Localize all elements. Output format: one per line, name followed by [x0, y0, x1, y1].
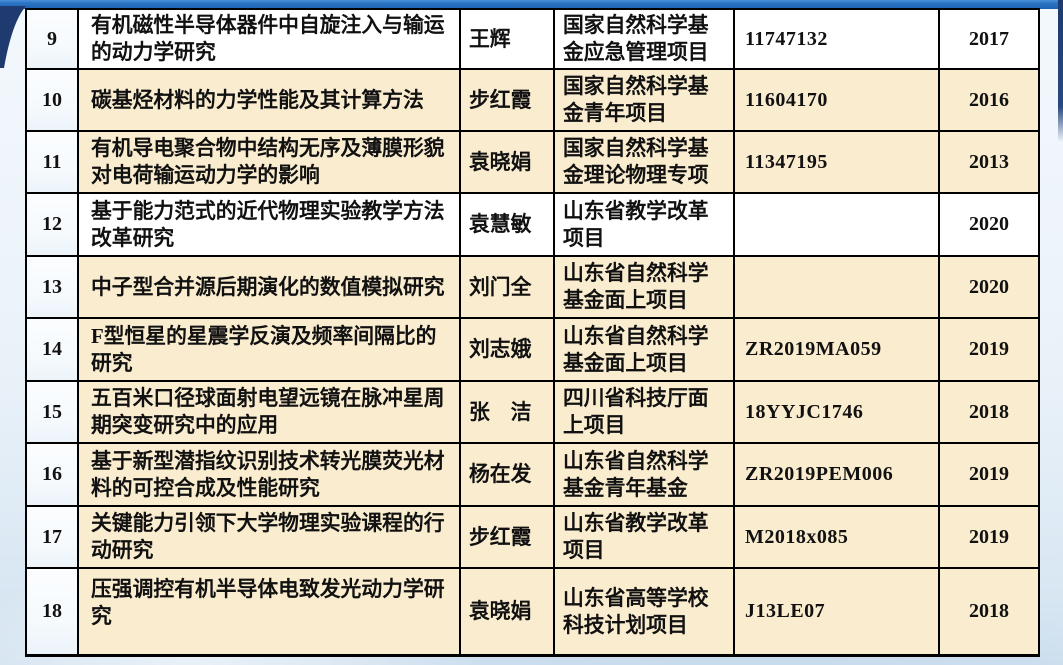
- grant-number-cell: 11604170: [735, 70, 938, 130]
- row-number-cell: 18: [27, 569, 77, 654]
- funding-source-cell: 山东省自然科学基金面上项目: [555, 257, 733, 317]
- row-number-cell: 16: [27, 444, 77, 505]
- project-title-cell: 有机磁性半导体器件中自旋注入与输运的动力学研究: [79, 10, 459, 68]
- project-title-cell: 五百米口径球面射电望远镜在脉冲星周期突变研究中的应用: [79, 382, 459, 442]
- funding-source-cell: 国家自然科学基金青年项目: [555, 70, 733, 130]
- right-accent-strip: [1058, 0, 1063, 142]
- pi-name-cell: 袁晓娟: [461, 569, 553, 654]
- grant-number-cell: ZR2019MA059: [735, 319, 938, 380]
- year-cell: 2019: [940, 319, 1038, 380]
- corner-swoosh-decoration: [0, 6, 26, 68]
- projects-table: 9 有机磁性半导体器件中自旋注入与输运的动力学研究 王辉 国家自然科学基金应急管…: [25, 8, 1040, 657]
- project-title-cell: 碳基烃材料的力学性能及其计算方法: [79, 70, 459, 130]
- row-number-cell: 14: [27, 319, 77, 380]
- top-accent-bar: [0, 0, 1063, 9]
- grant-number-cell: 11747132: [735, 10, 938, 68]
- pi-name-cell: 刘志娥: [461, 319, 553, 380]
- row-number-cell: 9: [27, 10, 77, 68]
- table-row: 17 关键能力引领下大学物理实验课程的行动研究 步红霞 山东省教学改革项目 M2…: [27, 507, 1038, 567]
- funding-source-cell: 山东省自然科学基金青年基金: [555, 444, 733, 505]
- pi-name-cell: 刘门全: [461, 257, 553, 317]
- table-row: 11 有机导电聚合物中结构无序及薄膜形貌对电荷输运动力学的影响 袁晓娟 国家自然…: [27, 132, 1038, 192]
- year-cell: 2018: [940, 569, 1038, 654]
- year-cell: 2020: [940, 257, 1038, 317]
- pi-name-cell: 袁晓娟: [461, 132, 553, 192]
- grant-number-cell: ZR2019PEM006: [735, 444, 938, 505]
- grant-number-cell: J13LE07: [735, 569, 938, 654]
- table-row: 18 压强调控有机半导体电致发光动力学研究 袁晓娟 山东省高等学校科技计划项目 …: [27, 569, 1038, 654]
- project-title-cell: 关键能力引领下大学物理实验课程的行动研究: [79, 507, 459, 567]
- table-row: 13 中子型合并源后期演化的数值模拟研究 刘门全 山东省自然科学基金面上项目 2…: [27, 257, 1038, 317]
- pi-name-cell: 袁慧敏: [461, 194, 553, 255]
- funding-source-cell: 四川省科技厅面上项目: [555, 382, 733, 442]
- pi-name-cell: 步红霞: [461, 70, 553, 130]
- project-title-cell: 中子型合并源后期演化的数值模拟研究: [79, 257, 459, 317]
- table-row: 9 有机磁性半导体器件中自旋注入与输运的动力学研究 王辉 国家自然科学基金应急管…: [27, 10, 1038, 68]
- table-row: 10 碳基烃材料的力学性能及其计算方法 步红霞 国家自然科学基金青年项目 116…: [27, 70, 1038, 130]
- pi-name-cell: 步红霞: [461, 507, 553, 567]
- funding-source-cell: 山东省高等学校科技计划项目: [555, 569, 733, 654]
- project-title-cell: 有机导电聚合物中结构无序及薄膜形貌对电荷输运动力学的影响: [79, 132, 459, 192]
- row-number-cell: 12: [27, 194, 77, 255]
- row-number-cell: 11: [27, 132, 77, 192]
- year-cell: 2019: [940, 444, 1038, 505]
- grant-number-cell: [735, 194, 938, 255]
- row-number-cell: 10: [27, 70, 77, 130]
- year-cell: 2019: [940, 507, 1038, 567]
- project-title-cell: 压强调控有机半导体电致发光动力学研究: [79, 569, 459, 654]
- pi-name-cell: 杨在发: [461, 444, 553, 505]
- row-number-cell: 17: [27, 507, 77, 567]
- grant-number-cell: 11347195: [735, 132, 938, 192]
- table-row: 12 基于能力范式的近代物理实验教学方法改革研究 袁慧敏 山东省教学改革项目 2…: [27, 194, 1038, 255]
- grant-number-cell: [735, 257, 938, 317]
- table-row: 15 五百米口径球面射电望远镜在脉冲星周期突变研究中的应用 张 洁 四川省科技厅…: [27, 382, 1038, 442]
- row-number-cell: 13: [27, 257, 77, 317]
- year-cell: 2018: [940, 382, 1038, 442]
- funding-source-cell: 山东省自然科学基金面上项目: [555, 319, 733, 380]
- table-row: 16 基于新型潜指纹识别技术转光膜荧光材料的可控合成及性能研究 杨在发 山东省自…: [27, 444, 1038, 505]
- year-cell: 2013: [940, 132, 1038, 192]
- pi-name-cell: 张 洁: [461, 382, 553, 442]
- project-title-cell: 基于能力范式的近代物理实验教学方法改革研究: [79, 194, 459, 255]
- pi-name-cell: 王辉: [461, 10, 553, 68]
- grant-number-cell: M2018x085: [735, 507, 938, 567]
- funding-source-cell: 山东省教学改革项目: [555, 507, 733, 567]
- project-title-cell: F型恒星的星震学反演及频率间隔比的研究: [79, 319, 459, 380]
- project-title-cell: 基于新型潜指纹识别技术转光膜荧光材料的可控合成及性能研究: [79, 444, 459, 505]
- funding-source-cell: 国家自然科学基金理论物理专项: [555, 132, 733, 192]
- year-cell: 2020: [940, 194, 1038, 255]
- row-number-cell: 15: [27, 382, 77, 442]
- table-row: 14 F型恒星的星震学反演及频率间隔比的研究 刘志娥 山东省自然科学基金面上项目…: [27, 319, 1038, 380]
- grant-number-cell: 18YYJC1746: [735, 382, 938, 442]
- funding-source-cell: 山东省教学改革项目: [555, 194, 733, 255]
- year-cell: 2017: [940, 10, 1038, 68]
- year-cell: 2016: [940, 70, 1038, 130]
- funding-source-cell: 国家自然科学基金应急管理项目: [555, 10, 733, 68]
